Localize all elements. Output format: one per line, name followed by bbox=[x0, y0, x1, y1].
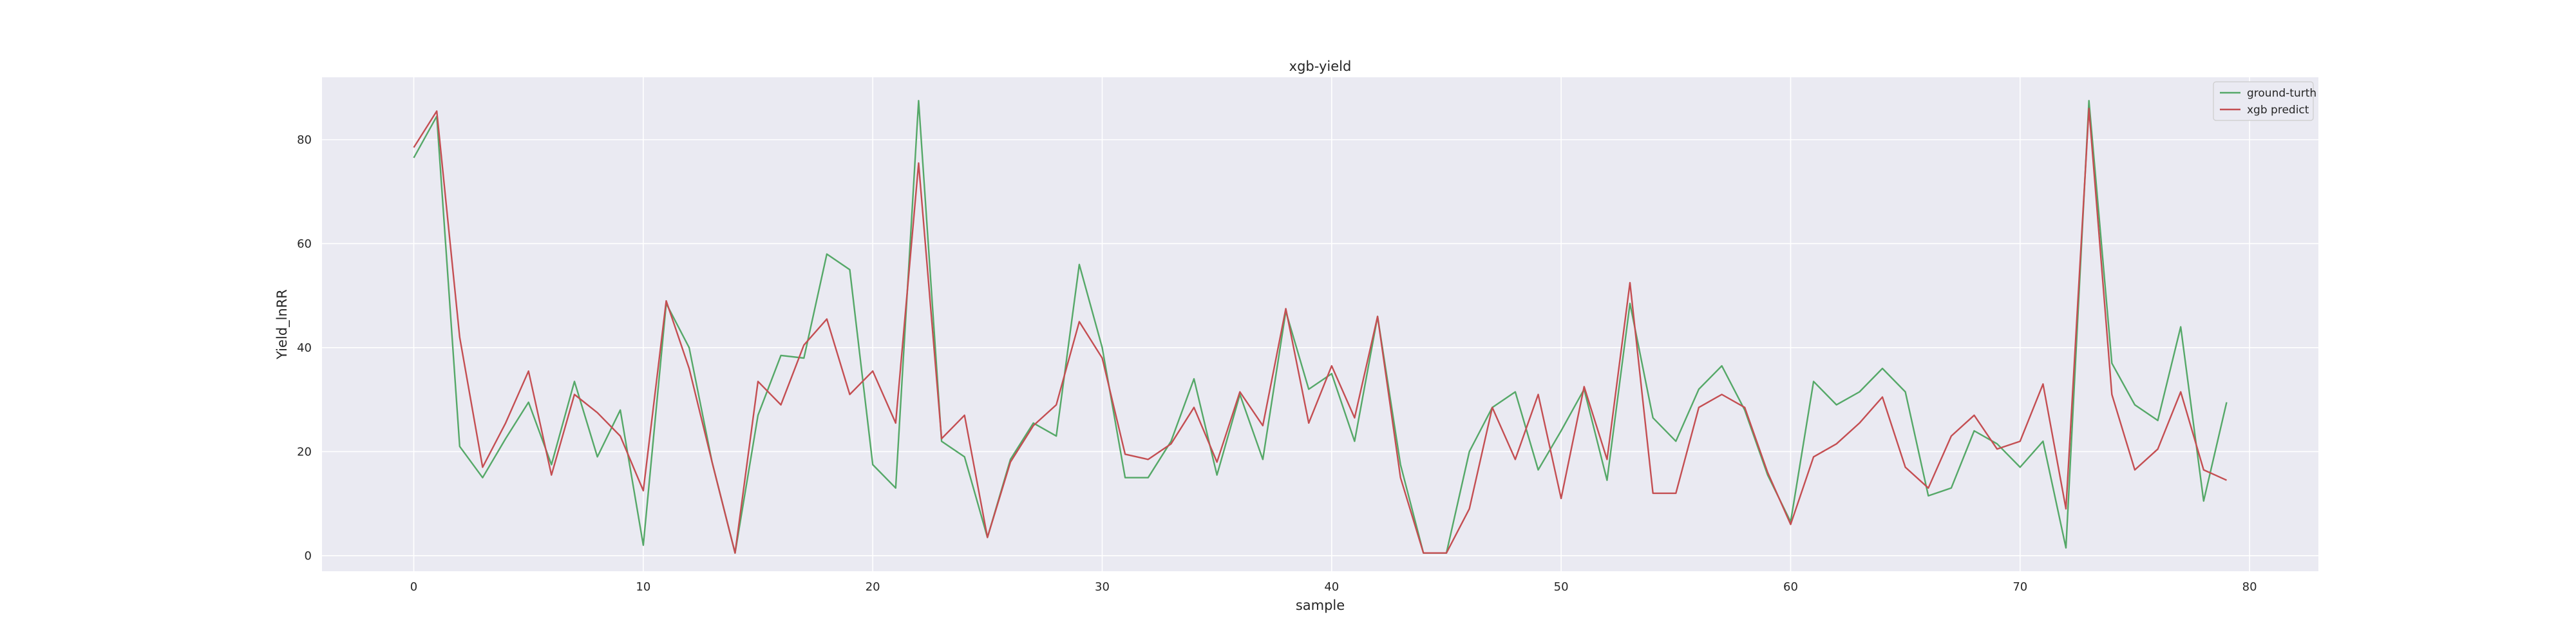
legend-label: xgb predict bbox=[2247, 104, 2309, 117]
chart-title: xgb-yield bbox=[1289, 59, 1352, 74]
grid-lines bbox=[322, 77, 2318, 571]
y-tick-label: 0 bbox=[305, 549, 312, 563]
y-axis-label: Yield_lnRR bbox=[274, 289, 290, 360]
series-line-2 bbox=[413, 108, 2227, 554]
x-tick-label: 20 bbox=[866, 580, 880, 594]
x-tick-label: 70 bbox=[2012, 580, 2027, 594]
y-tick-label: 40 bbox=[297, 341, 312, 355]
plot-area bbox=[322, 77, 2318, 571]
y-tick-label: 60 bbox=[297, 237, 312, 251]
x-tick-label: 60 bbox=[1783, 580, 1798, 594]
x-tick-label: 50 bbox=[1554, 580, 1569, 594]
legend: ground-turth xgb predict bbox=[2213, 81, 2316, 121]
x-tick-label: 80 bbox=[2242, 580, 2257, 594]
x-axis-label: sample bbox=[1296, 598, 1345, 613]
x-axis-ticks: 0 10 20 30 40 50 60 70 80 bbox=[410, 580, 2257, 594]
x-tick-label: 40 bbox=[1324, 580, 1339, 594]
y-tick-label: 20 bbox=[297, 445, 312, 459]
x-tick-label: 10 bbox=[636, 580, 650, 594]
x-tick-label: 0 bbox=[410, 580, 417, 594]
y-tick-label: 80 bbox=[297, 133, 312, 147]
legend-label: ground-turth bbox=[2247, 87, 2316, 100]
x-tick-label: 30 bbox=[1095, 580, 1110, 594]
y-axis-ticks: 0 20 40 60 80 bbox=[297, 133, 312, 563]
legend-box bbox=[2213, 81, 2314, 121]
series-layer bbox=[413, 100, 2228, 554]
